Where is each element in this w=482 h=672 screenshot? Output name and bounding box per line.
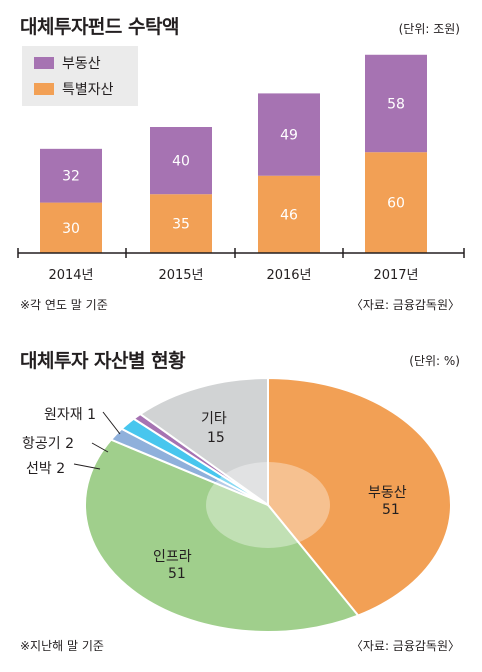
bar-special-0: [40, 202, 102, 253]
leader-line-commodity: [102, 411, 121, 435]
bar-realestate-value-2: 49: [280, 128, 298, 144]
pie-chart-unit: (단위: %): [409, 354, 460, 368]
legend-label-realestate: 부동산: [62, 56, 101, 72]
bar-realestate-value-1: 40: [172, 154, 190, 170]
pie-slice-infra: [84, 438, 360, 633]
bar-realestate-3: [365, 54, 427, 153]
bar-chart-unit: (단위: 조원): [398, 22, 460, 36]
bar-special-2: [258, 175, 320, 253]
bar-realestate-value-3: 58: [387, 96, 405, 112]
pie-label-infra-value: 51: [168, 566, 186, 582]
bar-special-value-2: 46: [280, 207, 298, 223]
x-tick-2017: 2017년: [373, 268, 419, 283]
leader-line-aircraft: [91, 442, 109, 453]
bar-realestate-0: [40, 148, 102, 203]
pie-label-commodity: 원자재 1: [44, 407, 96, 423]
bar-special-value-0: 30: [62, 221, 80, 237]
leader-line-ship: [73, 463, 101, 470]
x-tick-2014: 2014년: [48, 268, 94, 283]
pie-chart-source: 〈자료: 금융감독원〉: [350, 639, 460, 653]
bar-chart-title: 대체투자펀드 수탁액: [20, 16, 179, 38]
pie-chart-note: ※지난해 말 기준: [20, 639, 104, 653]
pie-slice-realestate: [267, 376, 452, 617]
bar-special-value-1: 35: [172, 217, 190, 233]
bar-chart: 30 32 35 40 46 49 60 58: [17, 54, 465, 258]
pie-label-etc-value: 15: [207, 430, 225, 446]
bar-realestate-2: [258, 93, 320, 176]
bar-special-1: [150, 194, 212, 253]
bar-chart-source: 〈자료: 금융감독원〉: [350, 298, 460, 312]
pie-chart-title: 대체투자 자산별 현황: [20, 350, 186, 372]
pie-label-realestate-name: 부동산: [368, 485, 407, 501]
legend-swatch-realestate: [34, 57, 54, 69]
pie-slice-etc: [138, 376, 269, 507]
pie-chart: [73, 376, 452, 633]
pie-label-infra-name: 인프라: [153, 549, 192, 565]
bar-realestate-value-0: 32: [62, 169, 80, 185]
pie-label-etc-name: 기타: [201, 411, 227, 427]
legend-swatch-special: [34, 83, 54, 95]
bar-special-3: [365, 152, 427, 253]
pie-label-realestate-value: 51: [382, 502, 400, 518]
pie-inner-highlight: [206, 462, 330, 548]
x-tick-2015: 2015년: [158, 268, 204, 283]
pie-label-aircraft: 항공기 2: [22, 436, 74, 452]
pie-label-ship: 선박 2: [26, 461, 66, 477]
legend-label-special: 특별자산: [62, 82, 114, 98]
bar-chart-note: ※각 연도 말 기준: [20, 298, 108, 312]
bar-chart-legend: 부동산 특별자산: [22, 46, 138, 106]
bar-realestate-1: [150, 127, 212, 195]
bar-special-value-3: 60: [387, 196, 405, 212]
x-tick-2016: 2016년: [266, 268, 312, 283]
